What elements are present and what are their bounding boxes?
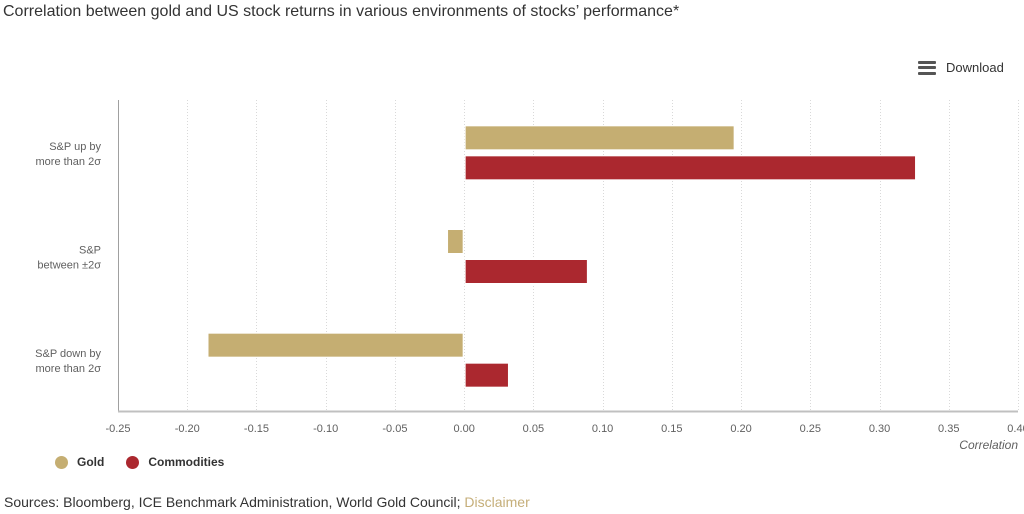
sources-text: Sources: Bloomberg, ICE Benchmark Admini… bbox=[4, 494, 465, 510]
x-tick-label: 0.35 bbox=[938, 423, 959, 435]
x-tick-label: -0.05 bbox=[382, 423, 407, 435]
bar-commodities-0[interactable] bbox=[464, 155, 917, 181]
grid-lines bbox=[187, 100, 1019, 411]
bar-gold-1[interactable] bbox=[447, 229, 464, 254]
category-label: S&P down by more than 2σ bbox=[35, 348, 101, 375]
x-tick-label: 0.10 bbox=[592, 423, 613, 435]
x-axis-title: Correlation bbox=[959, 438, 1018, 452]
legend-item-commodities[interactable]: Commodities bbox=[126, 455, 224, 469]
x-tick-labels: -0.25 -0.20 -0.15 -0.10 -0.05 0.00 0.05 0.10 0.1… bbox=[105, 423, 1024, 435]
legend-label-commodities: Commodities bbox=[148, 455, 225, 469]
legend-marker-commodities bbox=[126, 455, 140, 469]
x-tick-label: -0.15 bbox=[244, 423, 269, 435]
category-label: S&P up by more than 2σ bbox=[36, 141, 102, 168]
disclaimer-link[interactable]: Disclaimer bbox=[464, 494, 530, 510]
x-tick-label: 0.20 bbox=[730, 423, 751, 435]
legend-label-gold: Gold bbox=[77, 455, 105, 469]
legend-item-gold[interactable]: Gold bbox=[55, 455, 104, 469]
x-tick-label: 0.15 bbox=[661, 423, 682, 435]
download-button[interactable]: Download bbox=[918, 60, 1004, 75]
x-tick-label: 0.05 bbox=[523, 423, 544, 435]
bar-commodities-2[interactable] bbox=[464, 362, 509, 388]
chart-title: Correlation between gold and US stock re… bbox=[3, 3, 680, 20]
x-tick-label: -0.25 bbox=[105, 423, 130, 435]
bar-gold-0[interactable] bbox=[464, 125, 735, 151]
sources-note: Sources: Bloomberg, ICE Benchmark Admini… bbox=[4, 494, 530, 510]
bar-gold-2[interactable] bbox=[207, 332, 464, 358]
x-tick-label: 0.40 bbox=[1007, 423, 1024, 435]
x-tick-label: -0.20 bbox=[175, 423, 200, 435]
bars bbox=[207, 125, 917, 388]
bar-commodities-1[interactable] bbox=[464, 259, 588, 284]
legend-marker-gold bbox=[55, 455, 68, 469]
legend: Gold Commodities bbox=[55, 455, 246, 469]
axes bbox=[118, 100, 1018, 413]
hamburger-menu-icon bbox=[918, 60, 936, 75]
x-tick-label: 0.25 bbox=[800, 423, 821, 435]
x-tick-label: 0.30 bbox=[869, 423, 890, 435]
category-labels: S&P up by more than 2σ S&P between ±2σ S&P d… bbox=[35, 141, 101, 375]
category-label: S&P between ±2σ bbox=[37, 245, 101, 272]
x-tick-label: 0.00 bbox=[453, 423, 474, 435]
x-tick-label: -0.10 bbox=[313, 423, 338, 435]
download-label: Download bbox=[946, 60, 1004, 75]
